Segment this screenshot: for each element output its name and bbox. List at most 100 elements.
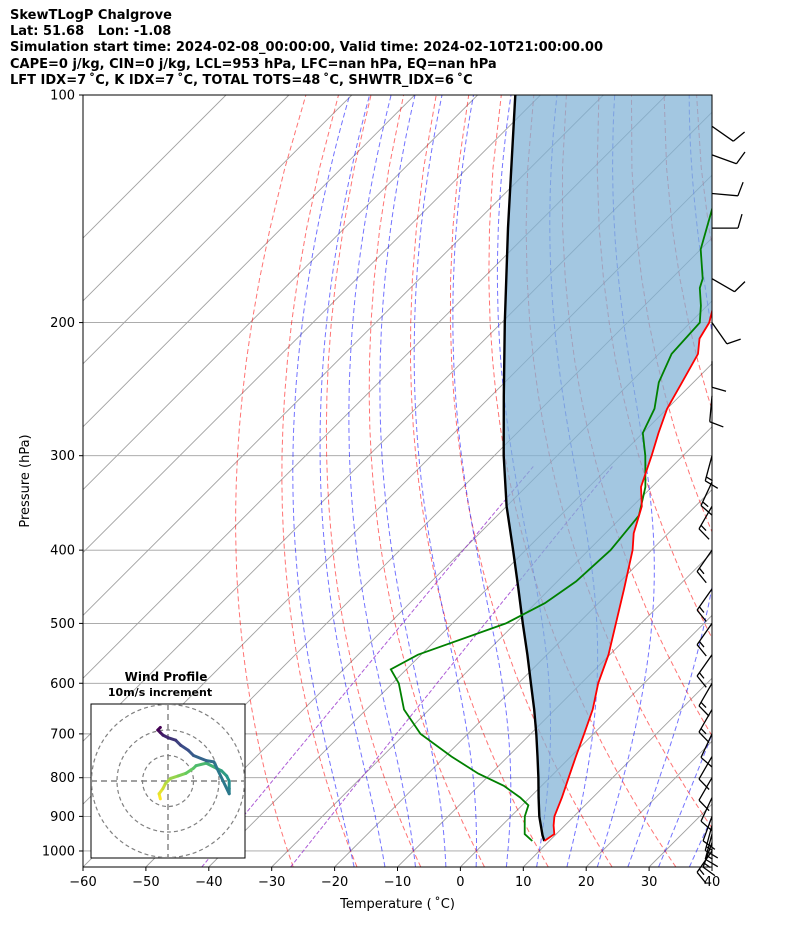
index-line: LFT IDX=7 ˚C, K IDX=7 ˚C, TOTAL TOTS=48 … [10,72,473,88]
x-tick-label: −10 [384,875,411,890]
wind-barb-flag [698,528,710,540]
wind-barb-staff [698,709,713,733]
isotherm-line [397,551,712,867]
wind-barb [702,816,716,850]
wind-barb-flag [702,866,716,877]
isotherm-line [83,95,541,554]
wind-barb [698,709,713,743]
wind-barb-staff [704,455,713,481]
wind-barb-flag [700,756,713,768]
profile-lines [389,95,712,842]
y-tick-label: 300 [50,449,75,464]
stability-line: CAPE=0 j/kg, CIN=0 j/kg, LCL=953 hPa, LF… [10,56,497,72]
wind-barb [704,833,719,868]
wind-barb-half-flag [698,868,705,876]
mixing-ratio-line [201,466,534,867]
time-line: Simulation start time: 2024-02-08_00:00:… [10,40,603,56]
isotherm-line [83,95,604,617]
wind-barb [696,654,713,688]
wind-barb-flag [711,386,727,392]
wind-barb-half-flag [702,501,709,508]
wind-barb-half-flag [700,701,707,709]
wind-barb-half-flag [698,672,705,679]
wind-barb-staff [696,549,713,572]
wind-barb [711,181,744,197]
y-tick-label: 800 [50,771,75,786]
wind-barb-flag [726,338,741,345]
x-tick-label: −50 [132,875,159,890]
hodograph-segment [212,760,231,796]
wind-barb-staff [702,816,713,842]
x-tick-label: −30 [258,875,285,890]
wind-barb [704,455,719,489]
dry-adiabat [368,95,485,867]
moist-adiabat [720,95,794,867]
wind-barb [711,151,746,165]
wind-barb-staff [698,777,713,801]
chart-header: SkewTLogP Chalgrove Lat: 51.68 Lon: -1.08… [10,8,603,89]
wind-barb [711,125,746,142]
wind-barb-flag [696,644,707,657]
isotherm-line [711,866,712,867]
y-tick-label: 100 [50,89,75,104]
wind-barb-flag [700,820,713,832]
wind-barb-staff [704,833,713,860]
isotherm-line [271,426,712,867]
wind-barb [698,777,713,812]
y-tick-label: 200 [50,316,75,331]
x-tick-label: 20 [578,875,595,890]
wind-barb-half-flag [705,476,713,482]
wind-barb-half-flag [698,567,705,575]
wind-barb-flag [704,849,719,859]
wind-barb-staff [698,682,713,707]
moist-adiabat [292,95,355,867]
x-tick-label: 0 [456,875,464,890]
y-tick-label: 700 [50,727,75,742]
wind-barb-flag [698,799,710,812]
wind-barbs [696,125,746,884]
hodograph-segment [192,754,208,763]
wind-barb-flag [704,858,719,868]
wind-barb [711,322,741,345]
wind-barb-staff [709,395,713,422]
x-tick-label: 30 [641,875,658,890]
wind-barb-staff [700,733,713,758]
hodograph-segment [204,761,218,770]
moist-adiabat [319,95,386,867]
wind-barb [696,588,713,622]
wind-barb-flag [696,609,707,622]
wind-barb-staff [700,481,713,506]
wind-barb-staff [698,505,713,530]
hodograph-title: Wind Profile [125,670,208,684]
wind-barb-staff [696,654,713,677]
x-tick-label: −20 [321,875,348,890]
x-tick-label: −60 [69,875,96,890]
parcel-profile-line [502,95,546,842]
wind-barb-half-flag [705,854,713,860]
wind-barb [700,481,713,516]
wind-barb-flag [696,675,707,688]
wind-barb [696,623,713,657]
isotherm-line [334,488,712,867]
wind-barb-flag [737,213,743,229]
wind-barb-flag [696,571,707,584]
isotherm-line [522,677,712,867]
wind-barb-flag [709,421,724,428]
y-tick-label: 500 [50,617,75,632]
isotherm-line [83,95,290,302]
wind-barb-flag [700,505,713,516]
isotherm-line [83,95,227,239]
wind-barb [696,549,713,584]
wind-barb-flag [702,840,716,850]
x-axis-label: Temperature ( ˚C) [339,896,455,912]
wind-barb-half-flag [700,728,707,735]
hodograph-inset: Wind Profile 10m/s increment [90,670,246,859]
wind-barb-staff [696,623,713,646]
wind-barb [700,797,713,832]
chart-title: SkewTLogP Chalgrove [10,8,172,23]
y-tick-label: 900 [50,810,75,825]
hodograph-segment [184,766,195,775]
wind-barb [700,733,713,768]
wind-barb-half-flag [698,606,705,613]
